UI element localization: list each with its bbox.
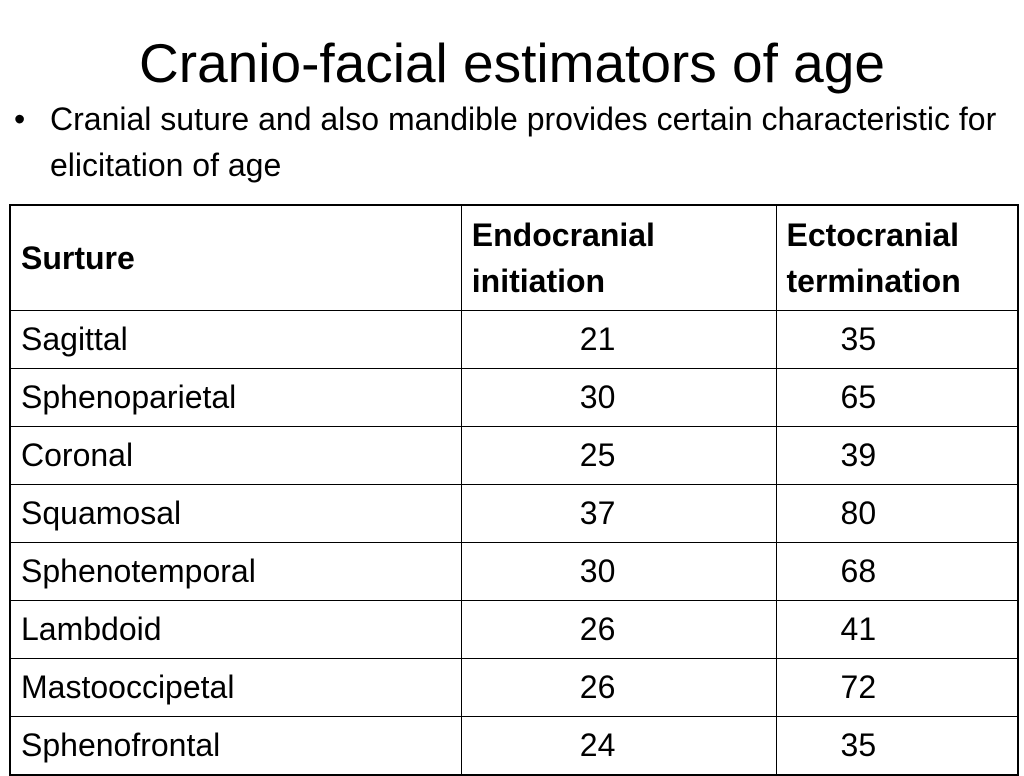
suture-age-table: Surture Endocranial initiation Ectocrani…	[9, 204, 1019, 776]
table-row: Sphenotemporal 30 68	[9, 542, 1019, 601]
header-ectocranial-line2: termination	[786, 263, 961, 299]
table-row: Sagittal 21 35	[9, 310, 1019, 369]
cell-ectocranial: 39	[775, 426, 1019, 485]
cell-endocranial: 26	[460, 600, 777, 659]
header-endocranial: Endocranial initiation	[460, 204, 777, 311]
cell-ectocranial: 41	[775, 600, 1019, 659]
cell-ectocranial: 68	[775, 542, 1019, 601]
table-row: Sphenoparietal 30 65	[9, 368, 1019, 427]
cell-suture: Squamosal	[9, 484, 462, 543]
cell-ectocranial: 80	[775, 484, 1019, 543]
header-endocranial-line2: initiation	[471, 263, 606, 299]
cell-endocranial: 26	[460, 658, 777, 717]
cell-suture: Sphenoparietal	[9, 368, 462, 427]
cell-ectocranial: 35	[775, 310, 1019, 369]
cell-ectocranial: 35	[775, 716, 1019, 776]
cell-ectocranial: 65	[775, 368, 1019, 427]
bullet-text: Cranial suture and also mandible provide…	[50, 101, 997, 183]
header-ectocranial: Ectocranial termination	[775, 204, 1019, 311]
cell-endocranial: 30	[460, 542, 777, 601]
cell-suture: Lambdoid	[9, 600, 462, 659]
table-row: Mastooccipetal 26 72	[9, 658, 1019, 717]
cell-suture: Coronal	[9, 426, 462, 485]
slide-title: Cranio-facial estimators of age	[139, 32, 885, 94]
cell-suture: Sphenotemporal	[9, 542, 462, 601]
header-suture-label: Surture	[21, 240, 135, 276]
table-row: Sphenofrontal 24 35	[9, 716, 1019, 776]
header-suture: Surture	[9, 204, 462, 311]
header-ectocranial-line1: Ectocranial	[786, 217, 960, 253]
table-row: Squamosal 37 80	[9, 484, 1019, 543]
cell-suture: Mastooccipetal	[9, 658, 462, 717]
cell-suture: Sagittal	[9, 310, 462, 369]
table-header-row: Surture Endocranial initiation Ectocrani…	[9, 204, 1019, 311]
cell-suture: Sphenofrontal	[9, 716, 462, 776]
cell-endocranial: 37	[460, 484, 777, 543]
bullet-icon: •	[14, 101, 26, 137]
cell-endocranial: 25	[460, 426, 777, 485]
cell-endocranial: 21	[460, 310, 777, 369]
header-endocranial-line1: Endocranial	[471, 217, 655, 253]
bullet-point: • Cranial suture and also mandible provi…	[14, 96, 1004, 188]
cell-endocranial: 24	[460, 716, 777, 776]
cell-endocranial: 30	[460, 368, 777, 427]
table-row: Lambdoid 26 41	[9, 600, 1019, 659]
table-row: Coronal 25 39	[9, 426, 1019, 485]
cell-ectocranial: 72	[775, 658, 1019, 717]
